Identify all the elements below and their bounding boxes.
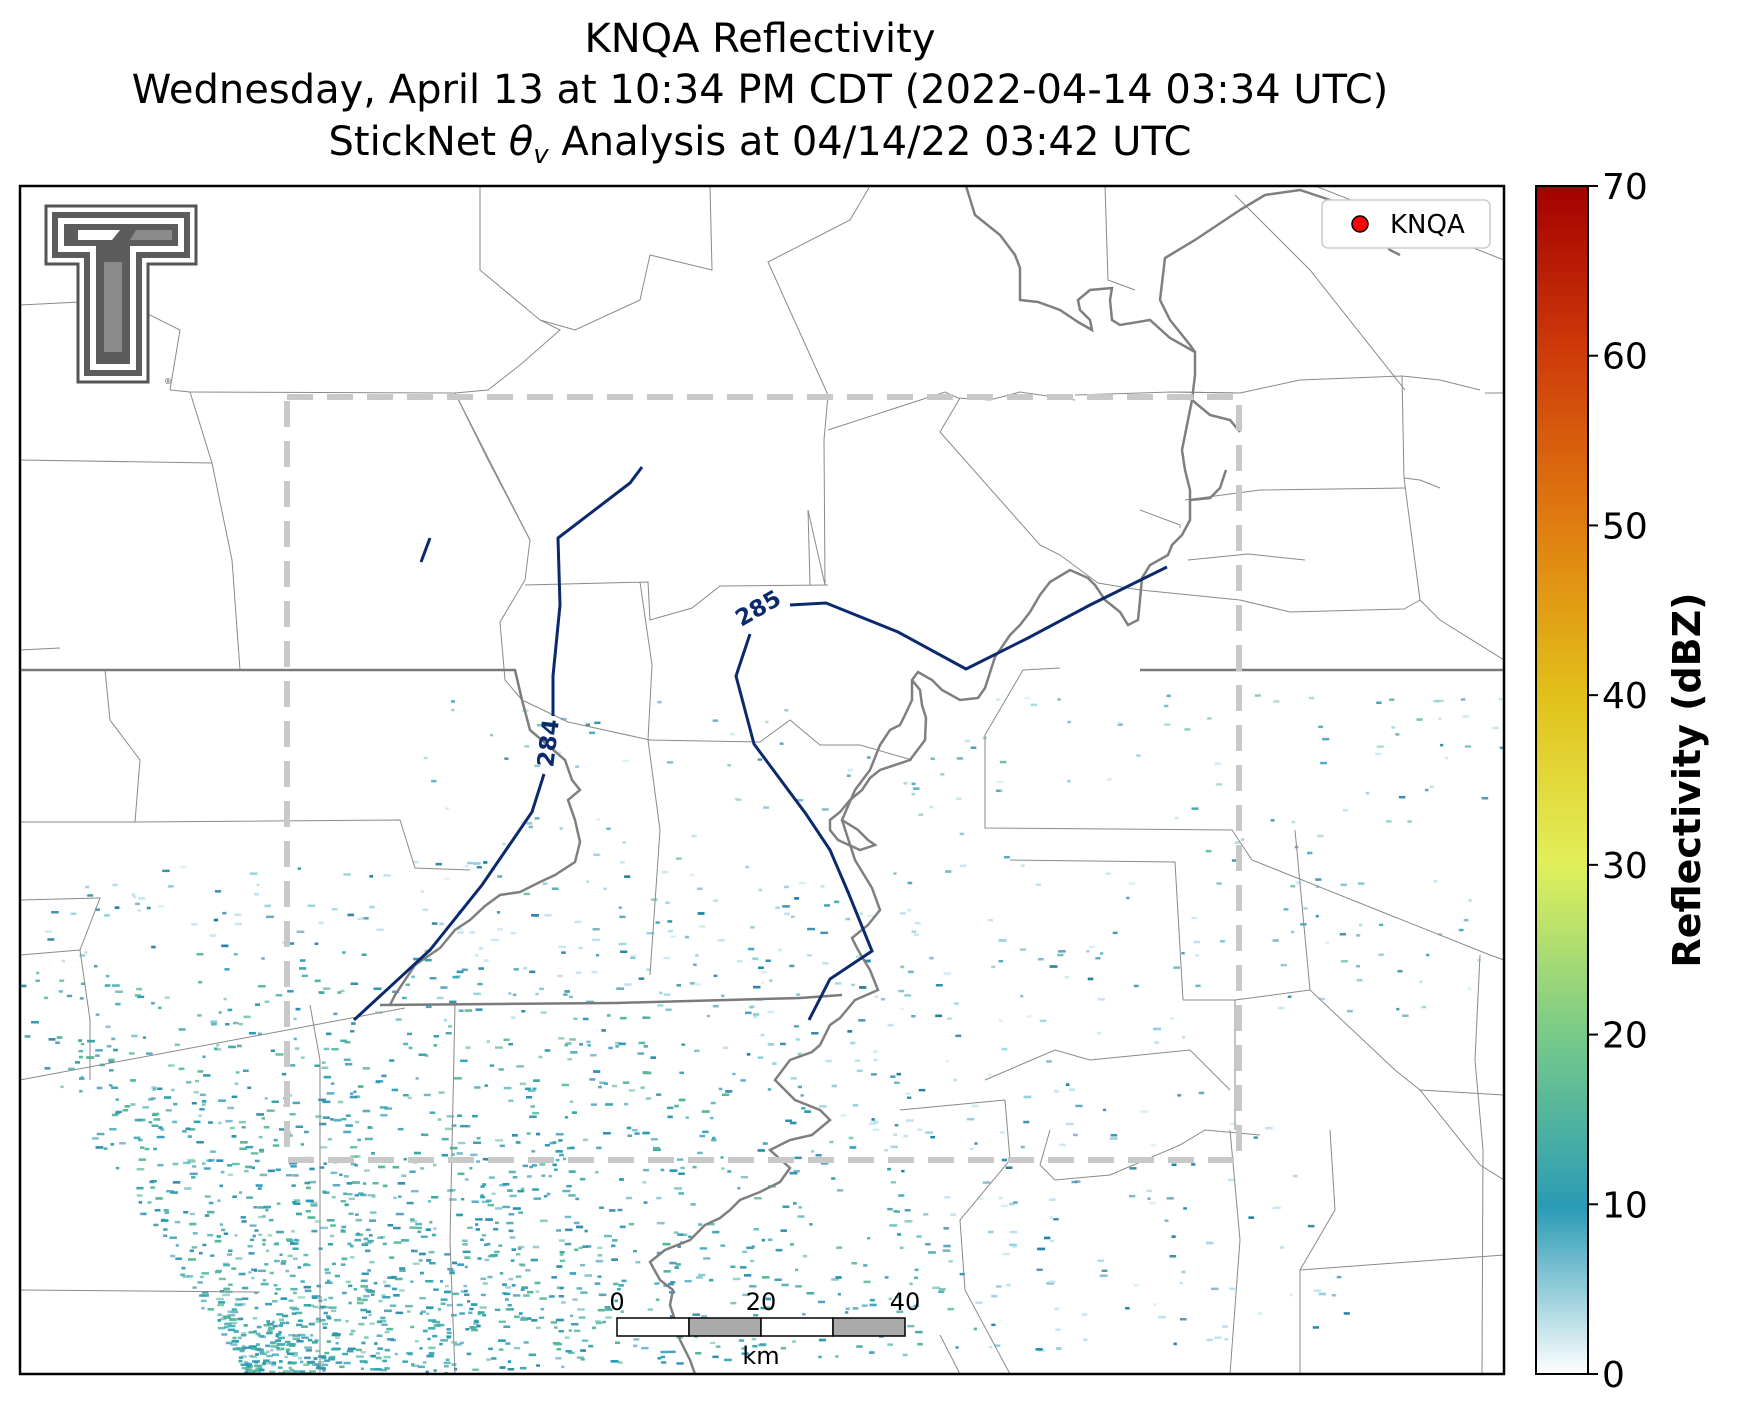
title-line-2: Wednesday, April 13 at 10:34 PM CDT (202…: [132, 67, 1389, 113]
contour-284-line: [551, 466, 644, 716]
colorbar-tick-label: 20: [1602, 1016, 1648, 1057]
map-background: [20, 186, 1504, 1374]
analysis-domain-box: [284, 394, 1242, 1163]
svg-text:®: ®: [164, 377, 172, 386]
title-line-3: StickNet θv Analysis at 04/14/22 03:42 U…: [329, 119, 1192, 170]
contour-284-segment-north: [419, 537, 432, 563]
colorbar: 0 10 20 30 40 50 60 70 Reflectivity (dBZ): [1535, 167, 1709, 1396]
radar-echoes: [21, 694, 1504, 1374]
colorbar-tick-label: 70: [1602, 167, 1648, 208]
map-frame: [18, 184, 1506, 1376]
legend-frame: [1321, 199, 1491, 249]
colorbar-tick-label: 50: [1602, 506, 1648, 547]
scale-unit: km: [742, 1342, 779, 1370]
contour-285-line: [789, 565, 1168, 671]
legend-label: KNQA: [1390, 210, 1465, 240]
scale-tick-0: 0: [609, 1288, 624, 1316]
county-lines: [20, 186, 1504, 1374]
scale-tick-20: 20: [746, 1288, 777, 1316]
colorbar-tick-label: 60: [1602, 337, 1648, 378]
map-panel[interactable]: 284 285 0 20 40 km ®: [18, 180, 1506, 1376]
colorbar-ticks: 0 10 20 30 40 50 60 70: [1588, 167, 1648, 1396]
colorbar-tick-label: 10: [1602, 1185, 1648, 1226]
colorbar-tick-label: 30: [1602, 846, 1648, 887]
title-line-1: KNQA Reflectivity: [584, 16, 935, 62]
colorbar-tick-label: 0: [1602, 1355, 1625, 1396]
colorbar-label: Reflectivity (dBZ): [1665, 592, 1709, 967]
contour-285-line-south: [734, 633, 874, 1021]
colorbar-tick-label: 40: [1602, 676, 1648, 717]
legend-box[interactable]: KNQA: [1321, 199, 1491, 249]
theta-v-contours: [352, 466, 1168, 1022]
radar-site-marker-icon: [1351, 215, 1369, 233]
scale-bar: 0 20 40 km: [609, 1288, 920, 1370]
figure-title: KNQA Reflectivity Wednesday, April 13 at…: [132, 16, 1389, 170]
scale-tick-40: 40: [890, 1288, 921, 1316]
colorbar-gradient: [1535, 185, 1589, 1375]
texas-tech-logo: ®: [44, 204, 198, 386]
contour-label-284: 284: [533, 718, 565, 769]
contour-284-line-south: [352, 773, 546, 1022]
